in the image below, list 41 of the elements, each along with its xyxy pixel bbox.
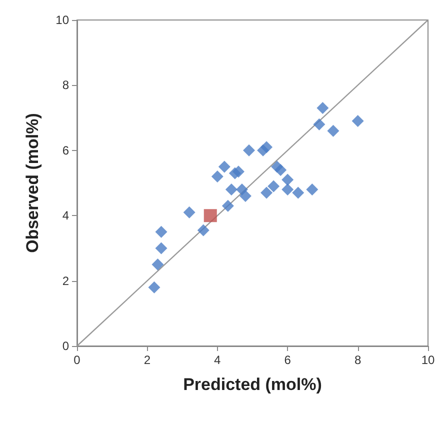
point bbox=[232, 166, 244, 178]
point bbox=[242, 144, 255, 156]
y-tick-label: 4 bbox=[62, 208, 70, 223]
point bbox=[211, 170, 224, 182]
x-tick-label: 6 bbox=[284, 353, 292, 367]
point bbox=[282, 174, 294, 186]
point bbox=[183, 206, 196, 218]
point bbox=[152, 258, 164, 270]
point bbox=[313, 118, 326, 130]
point bbox=[218, 160, 230, 173]
point bbox=[306, 184, 318, 196]
point bbox=[204, 209, 217, 222]
point bbox=[155, 226, 168, 238]
x-tick-label: 2 bbox=[144, 353, 151, 367]
point bbox=[260, 186, 273, 199]
point bbox=[327, 124, 340, 137]
point bbox=[148, 281, 160, 294]
x-tick-label: 10 bbox=[421, 353, 435, 367]
y-tick-label: 2 bbox=[62, 274, 70, 288]
y-tick-label: 8 bbox=[62, 78, 70, 92]
point bbox=[260, 141, 273, 154]
x-tick-label: 4 bbox=[214, 353, 222, 367]
point bbox=[316, 102, 329, 114]
point bbox=[352, 115, 364, 128]
point bbox=[274, 164, 287, 176]
y-tick-label: 0 bbox=[62, 339, 70, 353]
point bbox=[225, 184, 238, 196]
x-tick-label: 8 bbox=[354, 353, 362, 367]
point bbox=[222, 200, 234, 212]
y-tick-label: 10 bbox=[56, 13, 70, 27]
point bbox=[268, 180, 280, 192]
point bbox=[197, 224, 210, 236]
point bbox=[155, 242, 168, 254]
point bbox=[292, 186, 304, 199]
x-tick-label: 0 bbox=[74, 353, 81, 367]
point bbox=[282, 184, 294, 196]
point bbox=[239, 190, 252, 202]
y-tick-label: 6 bbox=[62, 143, 70, 158]
point bbox=[236, 184, 248, 196]
y-axis-title: Observed (mol%) bbox=[23, 113, 42, 253]
x-axis-title: Predicted (mol%) bbox=[183, 375, 322, 394]
